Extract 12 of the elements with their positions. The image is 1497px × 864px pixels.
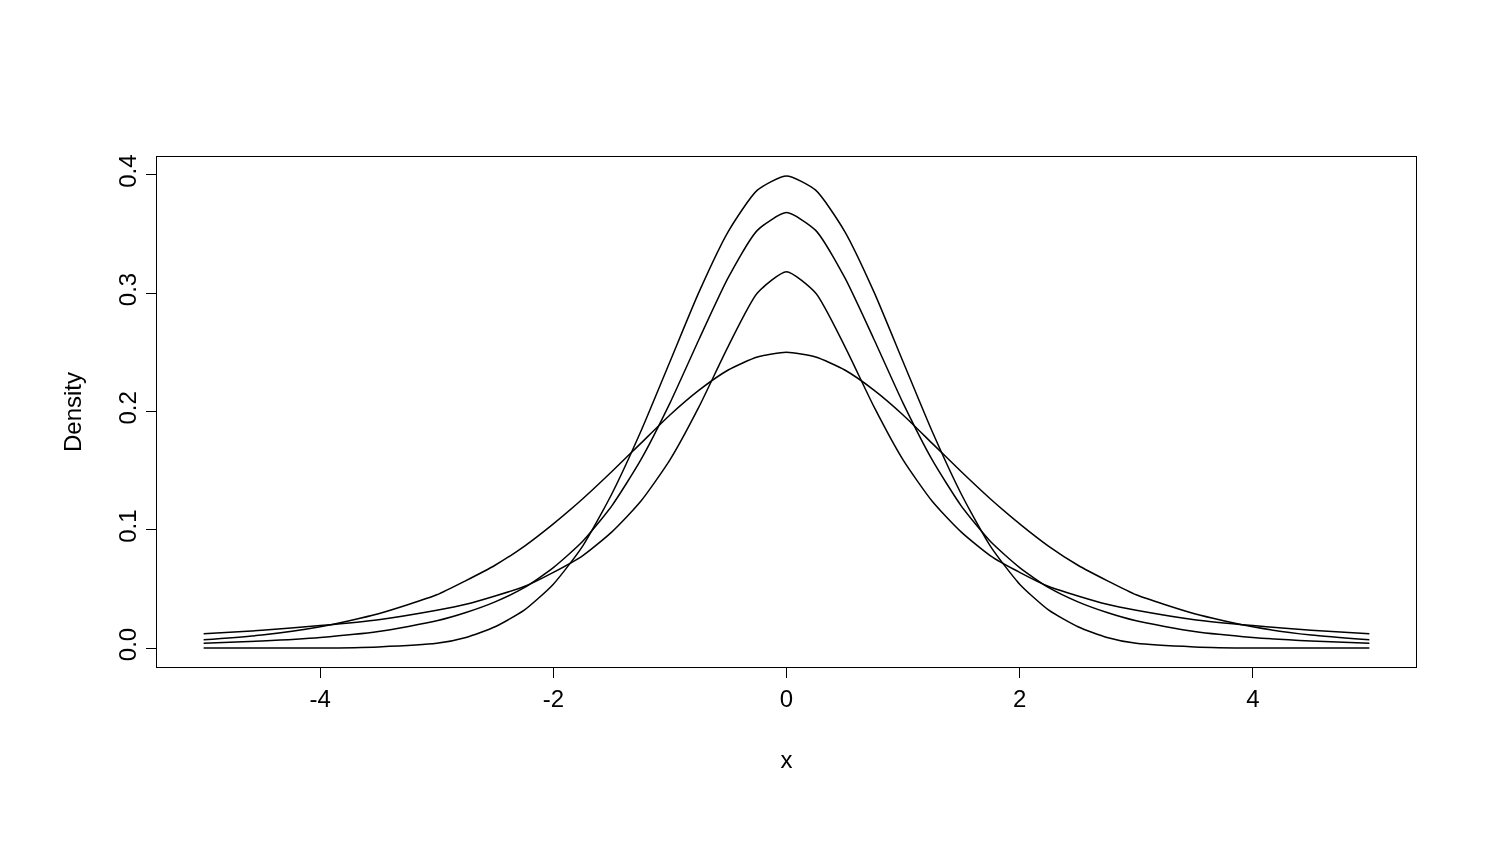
x-axis-title: x — [780, 746, 793, 774]
y-tick-label: 0.4 — [114, 154, 142, 188]
y-tick-label: 0.0 — [114, 627, 142, 662]
y-tick-label: 0.3 — [114, 272, 142, 307]
x-tick-label: -4 — [309, 684, 331, 712]
y-axis-title: Density — [59, 371, 87, 453]
x-tick-label: 4 — [1246, 684, 1260, 712]
y-tick-label: 0.1 — [114, 509, 142, 543]
x-tick-label: -2 — [542, 684, 565, 712]
x-tick-label: 0 — [779, 684, 794, 712]
x-tick-label: 2 — [1012, 684, 1027, 712]
y-tick-label: 0.2 — [114, 391, 142, 425]
